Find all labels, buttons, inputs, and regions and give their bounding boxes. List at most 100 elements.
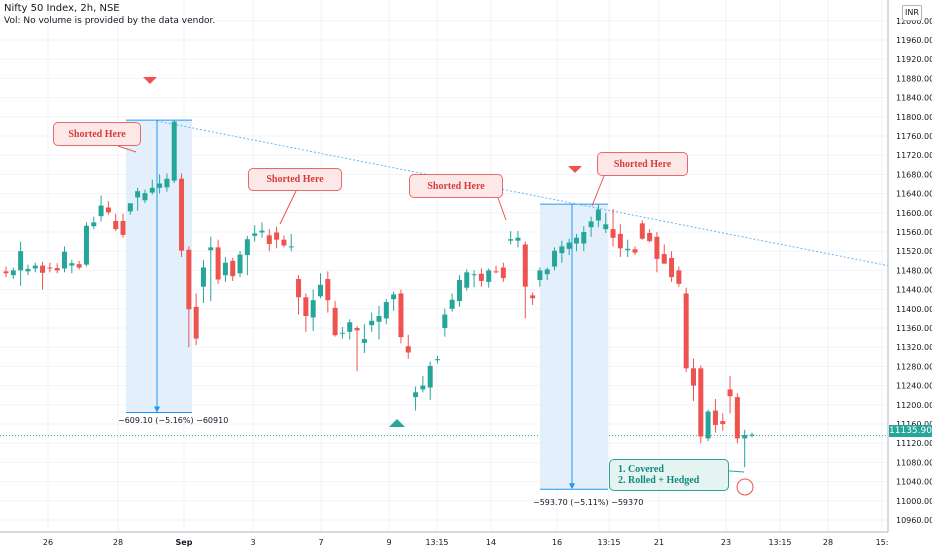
sell-arrow-marker <box>568 166 582 173</box>
range-arrow-head <box>154 406 160 413</box>
candle-body <box>10 270 16 276</box>
covered-line-1: 1. Covered <box>618 464 664 475</box>
candle-body <box>661 254 667 264</box>
price-tick-label: 11800.00 <box>896 113 932 122</box>
candle-body <box>478 273 484 281</box>
candle-body <box>179 178 185 251</box>
time-tick-label: 7 <box>318 538 323 547</box>
candle-body <box>471 274 477 276</box>
candle-body <box>559 246 565 254</box>
time-tick-label: 13:15 <box>768 538 791 547</box>
price-tick-label: 11920.00 <box>896 55 932 64</box>
callout-shorted-3[interactable]: Shorted Here <box>409 174 503 198</box>
candle-body <box>193 306 199 339</box>
candle-body <box>3 271 9 274</box>
candle-body <box>610 229 616 238</box>
price-tick-label: 11480.00 <box>896 266 932 275</box>
callout-connector <box>591 175 605 207</box>
candle-body <box>391 294 397 300</box>
candle-body <box>40 265 46 273</box>
candle-body <box>690 368 696 386</box>
candle-body <box>347 322 353 332</box>
candle-body <box>522 244 528 287</box>
candle-body <box>617 233 623 249</box>
candle-body <box>91 222 97 227</box>
candle-body <box>25 268 31 272</box>
candle-body <box>734 397 740 439</box>
candle-body <box>383 302 389 319</box>
candle-body <box>69 263 75 266</box>
price-tick-label: 11120.00 <box>896 439 932 448</box>
candle-body <box>230 260 236 277</box>
candle-body <box>113 220 119 230</box>
candle-body <box>449 299 455 309</box>
time-tick-label: 28 <box>823 538 833 547</box>
price-tick-label: 11080.00 <box>896 458 932 467</box>
chart-title: Nifty 50 Index, 2h, NSE <box>4 3 120 14</box>
candle-body <box>127 203 133 212</box>
price-tick-label: 11000.00 <box>896 497 932 506</box>
candle-body <box>595 209 601 221</box>
candle-body <box>669 257 675 278</box>
candle-body <box>259 230 265 233</box>
candle-body <box>200 267 206 287</box>
candle-body <box>244 239 250 256</box>
range-box <box>126 120 192 413</box>
candle-body <box>515 237 521 241</box>
candle-body <box>325 279 331 301</box>
candle-body <box>310 300 316 318</box>
time-tick-label: 15: <box>876 538 889 547</box>
callout-connector <box>497 197 507 221</box>
price-tick-label: 11360.00 <box>896 324 932 333</box>
candle-body <box>157 183 163 188</box>
time-axis[interactable]: 26 28 Sep 3 7 9 13:15 14 16 13:15 21 23 13:15 28 15: <box>0 531 889 547</box>
candle-body <box>654 236 660 259</box>
candle-body <box>603 224 609 230</box>
candle-body <box>222 262 228 276</box>
candle-body <box>274 232 280 240</box>
time-tick-label: 28 <box>113 538 123 547</box>
price-tick-label: 11400.00 <box>896 305 932 314</box>
price-tick-label: 11200.00 <box>896 401 932 410</box>
price-tick-label: 11840.00 <box>896 94 932 103</box>
sell-arrow-marker <box>143 77 157 84</box>
callout-shorted-4[interactable]: Shorted Here <box>597 152 688 176</box>
buy-arrow-marker <box>389 419 405 427</box>
candle-body <box>537 270 543 280</box>
covered-line-2: 2. Rolled + Hedged <box>618 475 700 486</box>
callout-covered[interactable]: 1. Covered 2. Rolled + Hedged <box>609 459 729 491</box>
time-tick-label: Sep <box>176 538 193 547</box>
range-measurements <box>126 119 608 490</box>
callout-shorted-2[interactable]: Shorted Here <box>248 168 342 191</box>
price-tick-label: 11040.00 <box>896 478 932 487</box>
candle-body <box>647 232 653 242</box>
candle-body <box>47 267 53 269</box>
candle-body <box>500 267 506 279</box>
price-tick-label: 12000.00 <box>896 17 932 26</box>
candle-body <box>339 332 345 334</box>
candle-body <box>552 250 558 267</box>
callout-shorted-1[interactable]: Shorted Here <box>53 122 141 146</box>
candle-body <box>676 270 682 284</box>
time-tick-label: 3 <box>250 538 255 547</box>
candle-body <box>120 220 126 235</box>
range-arrow-head <box>569 483 575 490</box>
time-tick-label: 16 <box>552 538 562 547</box>
candle-body <box>493 271 499 273</box>
candle-body <box>530 295 536 299</box>
candle-body <box>62 251 68 269</box>
price-tick-label: 11960.00 <box>896 36 932 45</box>
time-tick-label: 9 <box>386 538 391 547</box>
price-tick-label: 11520.00 <box>896 247 932 256</box>
candle-body <box>398 293 404 338</box>
price-tick-label: 11320.00 <box>896 343 932 352</box>
time-tick-label: 13:15 <box>597 538 620 547</box>
price-axis[interactable]: 10960.00 11000.00 11040.00 11080.00 11120.00… <box>887 0 932 532</box>
candle-body <box>486 270 492 282</box>
candle-body <box>171 121 177 181</box>
price-tick-label: 11880.00 <box>896 74 932 83</box>
candle-body <box>742 435 748 439</box>
candle-body <box>252 233 258 236</box>
currency-badge[interactable]: INR <box>902 5 922 21</box>
